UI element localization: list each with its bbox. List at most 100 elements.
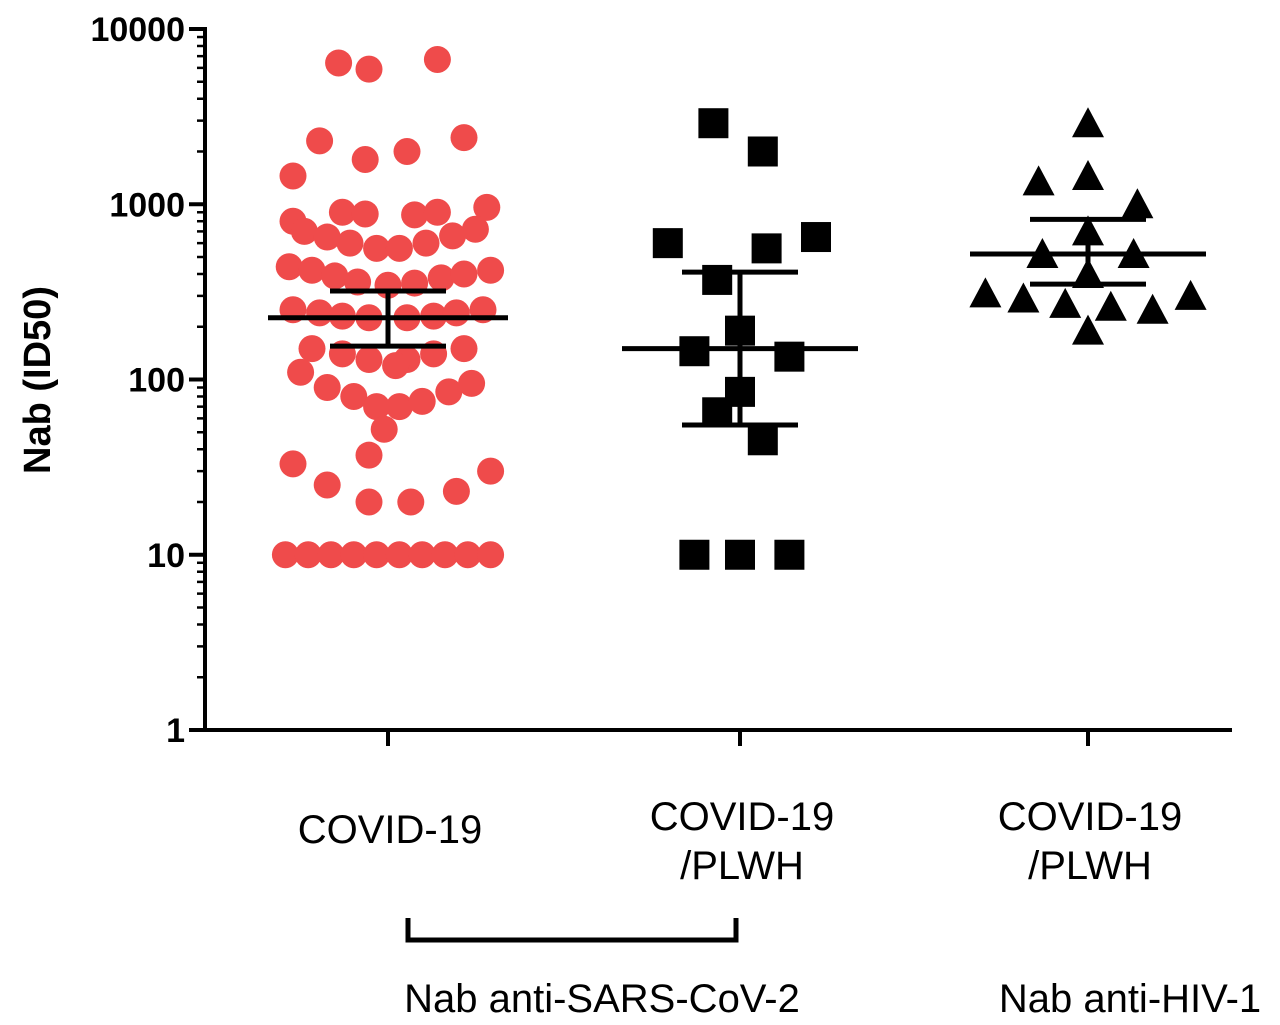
- covid19-point: [298, 256, 326, 284]
- covid19-point: [370, 415, 398, 443]
- y-tick-label: 10000: [90, 11, 185, 49]
- plwh-sars-point: [702, 264, 733, 295]
- covid19-point: [325, 49, 353, 77]
- plwh-sars-point: [679, 336, 710, 367]
- plwh-sars-point: [652, 228, 683, 259]
- plwh-hiv-point: [1072, 314, 1104, 345]
- covid19-point: [321, 262, 349, 290]
- annotations: Nab anti-SARS-CoV-2 Nab anti-HIV-1: [404, 918, 1261, 1021]
- covid19-point: [450, 260, 478, 288]
- covid19-point: [385, 393, 413, 421]
- covid19-point: [340, 541, 368, 569]
- plwh-hiv-point: [1094, 290, 1127, 321]
- covid19-point: [363, 393, 391, 421]
- covid19-point: [397, 488, 425, 516]
- plwh-hiv-point: [969, 277, 1002, 308]
- covid19-point: [306, 127, 334, 155]
- covid19-point: [461, 215, 489, 243]
- plwh-sars-point: [751, 233, 782, 264]
- data-points: [271, 45, 1207, 570]
- y-axis-title: Nab (ID50): [17, 286, 59, 474]
- covid19-point: [306, 299, 334, 327]
- covid19-point: [450, 335, 478, 363]
- covid19-point: [393, 137, 421, 165]
- plwh-hiv-point: [1007, 282, 1040, 313]
- covid19-point: [317, 541, 345, 569]
- group-label-sars: Nab anti-SARS-CoV-2: [404, 977, 800, 1021]
- plwh-hiv-point: [1072, 107, 1104, 138]
- covid19-point: [473, 193, 501, 221]
- covid19-point: [298, 335, 326, 363]
- covid19-point: [313, 374, 341, 402]
- group-bracket: [405, 918, 739, 943]
- group-label-hiv: Nab anti-HIV-1: [999, 977, 1261, 1021]
- covid19-point: [313, 471, 341, 499]
- covid19-point: [336, 229, 364, 257]
- covid19-point: [351, 200, 379, 228]
- covid19-point: [439, 222, 467, 250]
- covid19-point: [363, 234, 391, 262]
- plwh-sars-point: [679, 539, 710, 570]
- covid19-point: [294, 541, 322, 569]
- covid19-point: [442, 477, 470, 505]
- y-tick-label: 1000: [109, 186, 185, 224]
- covid19-point: [412, 229, 440, 257]
- covid19-point: [435, 378, 463, 406]
- covid19-point: [328, 198, 356, 226]
- covid19-point: [355, 488, 383, 516]
- plwh-sars-point: [774, 539, 805, 570]
- plwh-hiv-point: [1022, 165, 1055, 196]
- plwh-hiv-point: [1174, 279, 1207, 310]
- x-tick-label: COVID-19: [998, 795, 1183, 839]
- x-tick-label: COVID-19: [650, 795, 835, 839]
- x-tick-label: /PLWH: [680, 844, 804, 888]
- plwh-hiv-point: [1049, 287, 1082, 318]
- covid19-point: [313, 223, 341, 251]
- covid19-point: [477, 457, 505, 485]
- y-tick-label: 1: [166, 712, 185, 750]
- covid19-point: [427, 264, 455, 292]
- covid19-point: [408, 541, 436, 569]
- covid19-point: [477, 256, 505, 284]
- median-ci-bars: [268, 216, 1206, 428]
- covid19-point: [279, 450, 307, 478]
- x-tick-label: /PLWH: [1028, 844, 1152, 888]
- y-tick-label: 10: [147, 537, 185, 575]
- plwh-hiv-point: [1072, 159, 1104, 190]
- plwh-sars-point: [801, 222, 831, 253]
- covid19-point: [355, 346, 383, 374]
- covid19-point: [287, 358, 315, 386]
- covid19-point: [401, 201, 429, 229]
- covid19-point: [450, 124, 478, 152]
- covid19-point: [423, 45, 451, 73]
- plwh-sars-point: [747, 425, 778, 456]
- covid19-point: [431, 541, 459, 569]
- covid19-point: [340, 382, 368, 410]
- covid19-point: [363, 541, 391, 569]
- covid19-point: [454, 541, 482, 569]
- plwh-hiv-point: [1136, 293, 1169, 324]
- plwh-hiv-point: [1121, 188, 1154, 219]
- covid19-point: [279, 162, 307, 190]
- covid19-point: [442, 299, 470, 327]
- covid19-point: [382, 352, 410, 380]
- covid19-point: [423, 198, 451, 226]
- x-tick-label: COVID-19: [298, 808, 483, 852]
- y-tick-label: 100: [128, 362, 185, 400]
- covid19-point: [408, 387, 436, 415]
- covid19-point: [275, 253, 303, 281]
- covid19-point: [271, 541, 299, 569]
- covid19-point: [385, 234, 413, 262]
- covid19-point: [290, 217, 318, 245]
- plwh-sars-point: [702, 397, 733, 428]
- covid19-point: [458, 369, 486, 397]
- plwh-sars-point: [698, 108, 729, 139]
- covid19-point: [477, 541, 505, 569]
- plwh-sars-point: [725, 539, 755, 570]
- plwh-sars-point: [747, 136, 778, 167]
- covid19-point: [385, 541, 413, 569]
- axes: 1 10 100 1000 10000 Nab (ID50) COVID-19 COVID-1…: [17, 11, 1232, 888]
- covid19-point: [355, 55, 383, 83]
- covid19-point: [351, 146, 379, 174]
